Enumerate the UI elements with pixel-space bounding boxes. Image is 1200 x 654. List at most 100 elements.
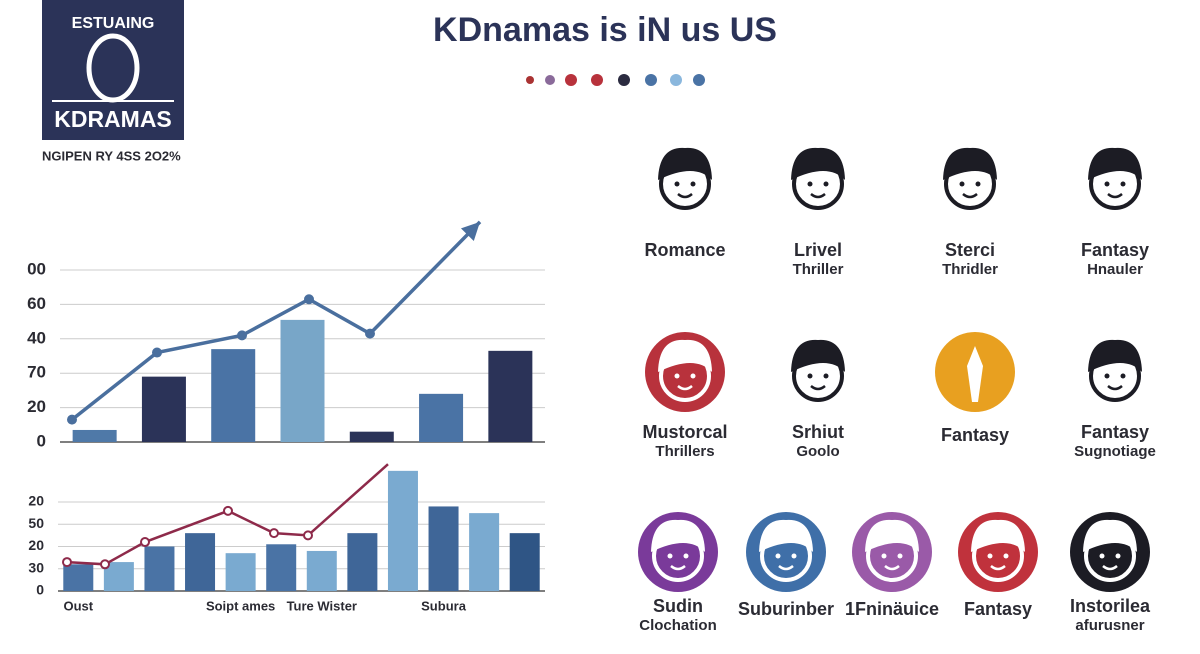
icon-mouth: [670, 565, 686, 571]
icon-hair: [1088, 339, 1142, 372]
logo-main: KDRAMAS: [54, 106, 172, 132]
icon-hair: [759, 519, 813, 552]
y-tick-label: 50: [28, 515, 44, 531]
genre-label: Mustorcal: [642, 422, 727, 442]
line-point: [365, 328, 375, 339]
logo-box: [42, 0, 184, 140]
logo-top: ESTUAING: [72, 15, 155, 32]
icon-eye: [823, 373, 829, 379]
bar: [469, 513, 500, 591]
icon-emblem: [967, 346, 983, 402]
icon-eye: [1003, 553, 1009, 559]
genre-label: Fantasy: [964, 599, 1032, 619]
genre-label: Instorilea: [1070, 596, 1151, 616]
icon-eye: [1120, 373, 1126, 379]
icon-hair: [658, 339, 712, 372]
line-point: [62, 557, 72, 568]
genre-sublabel: Thridler: [942, 261, 998, 278]
genre-label: Sudin: [653, 596, 703, 616]
bar: [347, 533, 378, 591]
line-point: [304, 294, 314, 305]
y-tick-label: 20: [27, 397, 46, 416]
line-point: [67, 414, 77, 425]
icon-eye: [674, 181, 680, 187]
icon-eye: [987, 553, 993, 559]
bar: [387, 470, 418, 591]
arrow-head: [460, 221, 480, 241]
icon-mouth: [810, 193, 826, 199]
icon-mouth: [677, 193, 693, 199]
y-tick-label: 20: [28, 537, 44, 553]
icon-hair: [1088, 147, 1142, 180]
y-tick-label: 30: [28, 559, 44, 575]
bar: [428, 506, 459, 591]
bar: [63, 564, 94, 591]
icon-hair: [971, 519, 1025, 552]
genre-sublabel: Clochation: [639, 617, 717, 634]
icon-hair: [943, 147, 997, 180]
icon-eye: [881, 553, 887, 559]
icon-mouth: [1107, 193, 1123, 199]
bar: [266, 544, 297, 591]
icon-hair: [658, 147, 712, 180]
bar: [211, 349, 256, 442]
x-tick-label: Subura: [421, 598, 467, 613]
line-point: [269, 528, 279, 539]
icon-mouth: [677, 385, 693, 391]
line-point: [100, 559, 110, 570]
x-tick-label: Ture Wister: [287, 598, 357, 613]
icon-eye: [683, 553, 689, 559]
genre-icon: Fantasy: [935, 332, 1015, 445]
bar: [72, 429, 117, 442]
icon-mouth: [962, 193, 978, 199]
genre-sublabel: Thrillers: [655, 443, 714, 460]
line-point: [152, 347, 162, 358]
genre-label: Sterci: [945, 240, 995, 260]
icon-eye: [823, 181, 829, 187]
x-tick-label: Oust: [63, 598, 93, 613]
bar: [419, 393, 464, 442]
genre-sublabel: afurusner: [1075, 617, 1144, 634]
bar: [141, 376, 186, 442]
genre-label: Lrivel: [794, 240, 842, 260]
genre-icon: Suburinber: [738, 512, 834, 619]
icon-eye: [1099, 553, 1105, 559]
icon-eye: [807, 373, 813, 379]
icon-hair: [791, 339, 845, 372]
icon-hair: [865, 519, 919, 552]
line-point: [237, 330, 247, 341]
genre-label: Suburinber: [738, 599, 834, 619]
bar: [280, 319, 325, 442]
bar: [144, 546, 175, 591]
icon-hair: [791, 147, 845, 180]
genre-label: Romance: [644, 240, 725, 260]
genre-icon: Romance: [644, 147, 726, 260]
icon-eye: [897, 553, 903, 559]
logo-sub: NGIPEN RY 4SS 2O2%: [42, 148, 181, 163]
title-dots: [526, 74, 705, 86]
icon-eye: [1104, 181, 1110, 187]
bar: [488, 350, 533, 442]
y-tick-label: 20: [28, 493, 44, 509]
icon-hair: [651, 519, 705, 552]
y-tick-label: 0: [37, 431, 46, 450]
icon-eye: [1120, 181, 1126, 187]
icon-eye: [690, 373, 696, 379]
title: KDnamas is iN us US: [433, 11, 777, 49]
y-tick-label: 70: [27, 363, 46, 382]
x-tick-label: Soipt ames: [206, 598, 275, 613]
bar: [349, 431, 394, 442]
icon-eye: [674, 373, 680, 379]
y-tick-label: 00: [27, 259, 46, 278]
line-point: [303, 530, 313, 541]
genre-sublabel: Thriller: [793, 261, 844, 278]
icon-mouth: [990, 565, 1006, 571]
icon-mouth: [1102, 565, 1118, 571]
